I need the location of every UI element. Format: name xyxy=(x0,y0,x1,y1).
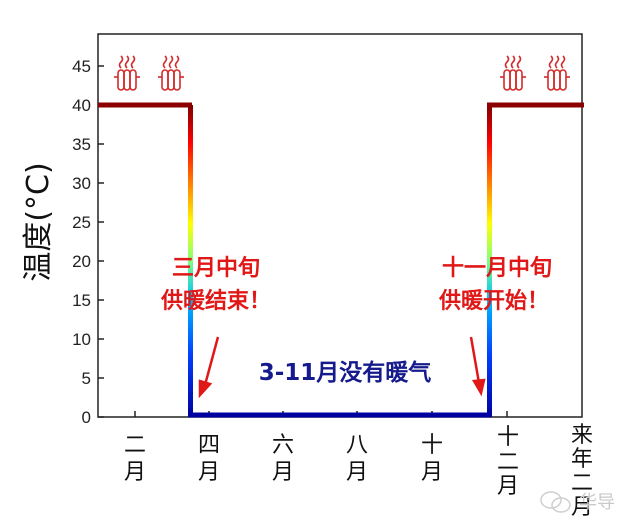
y-tick-label: 35 xyxy=(72,135,91,154)
x-tick-label: 二 xyxy=(571,471,593,496)
x-tick-label: 来 xyxy=(571,423,593,448)
y-tick-label: 45 xyxy=(72,57,91,76)
y-tick-label: 30 xyxy=(72,174,91,193)
y-axis: 0 5 10 15 20 25 30 35 40 45 xyxy=(72,57,104,427)
annotation-heating-start-line1: 十一月中旬 xyxy=(442,255,552,281)
x-tick-label: 六 xyxy=(272,433,294,458)
y-tick: 0 xyxy=(82,408,104,427)
x-tick-label: 十 xyxy=(497,425,519,450)
arrow-icon xyxy=(469,336,486,397)
y-axis-label: 温度(°C) xyxy=(21,162,56,281)
annotation-no-heating: 3-11月没有暖气 xyxy=(259,359,432,386)
radiator-icon xyxy=(543,55,571,91)
x-tick-label: 月 xyxy=(421,460,443,485)
arrow-icon xyxy=(198,336,220,399)
annotation-heating-start-line2: 供暖开始！ xyxy=(438,288,549,314)
annotation-heating-end-line2: 供暖结束！ xyxy=(160,288,271,314)
y-tick-label: 40 xyxy=(72,96,91,115)
watermark-text: 华导 xyxy=(579,492,615,513)
x-tick-label: 月 xyxy=(272,460,294,485)
y-tick-label: 20 xyxy=(72,252,91,271)
radiator-icon xyxy=(499,55,527,91)
y-tick-label: 25 xyxy=(72,213,91,232)
x-tick-labels: 二 月 四 月 六 月 八 月 十 月 十 二 月 来 年 二 月 xyxy=(124,423,593,520)
x-tick-label: 月 xyxy=(571,495,593,520)
x-tick-label: 月 xyxy=(198,460,220,485)
annotation-heating-end-line1: 三月中旬 xyxy=(172,255,260,281)
watermark: 华导 xyxy=(540,491,615,513)
temperature-line xyxy=(98,102,584,418)
x-tick-label: 二 xyxy=(497,450,519,475)
x-tick-label: 月 xyxy=(346,460,368,485)
y-tick-label: 5 xyxy=(82,369,91,388)
radiator-icon xyxy=(113,55,141,91)
x-tick-label: 月 xyxy=(497,474,519,499)
x-tick-label: 二 xyxy=(124,433,146,458)
x-tick-label: 十 xyxy=(421,433,443,458)
x-tick-label: 年 xyxy=(571,447,593,472)
radiator-icon xyxy=(157,55,185,91)
y-tick-label: 0 xyxy=(82,408,91,427)
x-tick-label: 八 xyxy=(346,433,368,458)
x-tick-label: 月 xyxy=(124,460,146,485)
y-tick-label: 10 xyxy=(72,330,91,349)
x-tick-label: 四 xyxy=(198,433,220,458)
y-tick-label: 15 xyxy=(72,291,91,310)
